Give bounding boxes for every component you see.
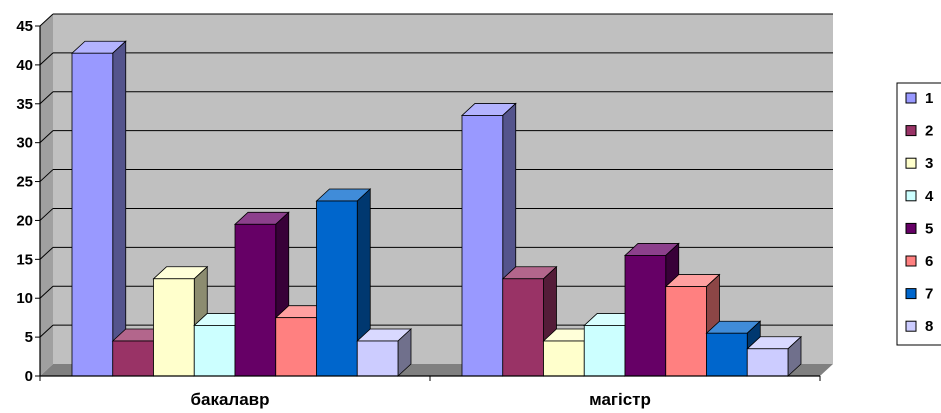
legend-swatch-8 [905, 320, 917, 332]
plot-side-wall [40, 14, 53, 376]
legend-swatch-1 [905, 92, 917, 104]
category-labels: бакалавр магістр [190, 390, 650, 409]
bar-front-face [193, 325, 236, 377]
y-tick-label: 45 [16, 18, 33, 35]
bar-front-face [624, 255, 667, 377]
category-label: бакалавр [190, 390, 269, 409]
bar-front-face [356, 340, 399, 377]
bar-8-1 [356, 328, 413, 377]
gridline-side-10 [39, 285, 54, 299]
legend-label-6: 6 [925, 253, 933, 270]
legend-swatch-2 [905, 125, 917, 137]
bar-front-face [746, 348, 789, 377]
y-tick-labels: 0 5 10 15 20 25 30 35 40 45 [16, 18, 40, 385]
bar-side-face [112, 40, 127, 377]
gridline-side-15 [39, 246, 54, 260]
gridline-side-35 [39, 91, 54, 105]
bar-front-face [316, 200, 358, 377]
gridline-side-40 [39, 52, 54, 66]
legend-label-7: 7 [925, 286, 933, 303]
bar-front-face [543, 340, 585, 377]
legend: 1 2 3 4 5 6 7 8 [896, 82, 941, 346]
bar-front-face [665, 286, 707, 377]
y-tick-label: 30 [16, 135, 33, 152]
gridline-side-25 [39, 169, 54, 182]
gridline-side-45 [39, 13, 54, 27]
bars [70, 40, 803, 377]
legend-swatch-3 [905, 157, 917, 169]
legend-label-3: 3 [925, 155, 933, 172]
bar-front-face [502, 278, 544, 377]
bar-front-face [275, 317, 317, 377]
gridline-side-30 [39, 130, 54, 144]
y-tick-label: 0 [25, 368, 33, 385]
bar-front-face [583, 325, 626, 377]
bar-8-2 [746, 335, 803, 377]
legend-swatch-5 [905, 222, 917, 234]
bar-1-1 [70, 40, 127, 377]
bar-front-face [153, 278, 195, 377]
bar-front-face [234, 223, 277, 377]
y-tick-label: 15 [16, 251, 33, 268]
legend-label-4: 4 [925, 188, 934, 205]
y-tick-label: 40 [16, 57, 33, 74]
bar-7-1 [315, 188, 372, 377]
y-tick-label: 35 [16, 96, 33, 113]
legend-swatch-7 [905, 288, 917, 300]
category-label: магістр [589, 390, 651, 409]
gridline-side-5 [39, 324, 54, 338]
y-tick-label: 25 [16, 174, 33, 191]
legend-label-5: 5 [925, 220, 933, 237]
legend-swatch-4 [905, 190, 917, 202]
y-tick-label: 5 [25, 329, 33, 346]
bar-front-face [706, 332, 748, 377]
y-tick-label: 20 [16, 212, 33, 229]
gridline-side-20 [39, 208, 54, 221]
bar-front-face [112, 340, 154, 377]
y-tick-label: 10 [16, 290, 33, 307]
legend-swatch-6 [905, 255, 917, 267]
legend-label-2: 2 [925, 123, 933, 140]
axes [39, 26, 821, 381]
bar-front-face [71, 52, 114, 377]
bar-front-face [461, 115, 504, 377]
legend-label-1: 1 [925, 90, 933, 107]
bar-6-2 [664, 273, 721, 377]
legend-box [896, 82, 941, 346]
legend-label-8: 8 [925, 318, 933, 335]
